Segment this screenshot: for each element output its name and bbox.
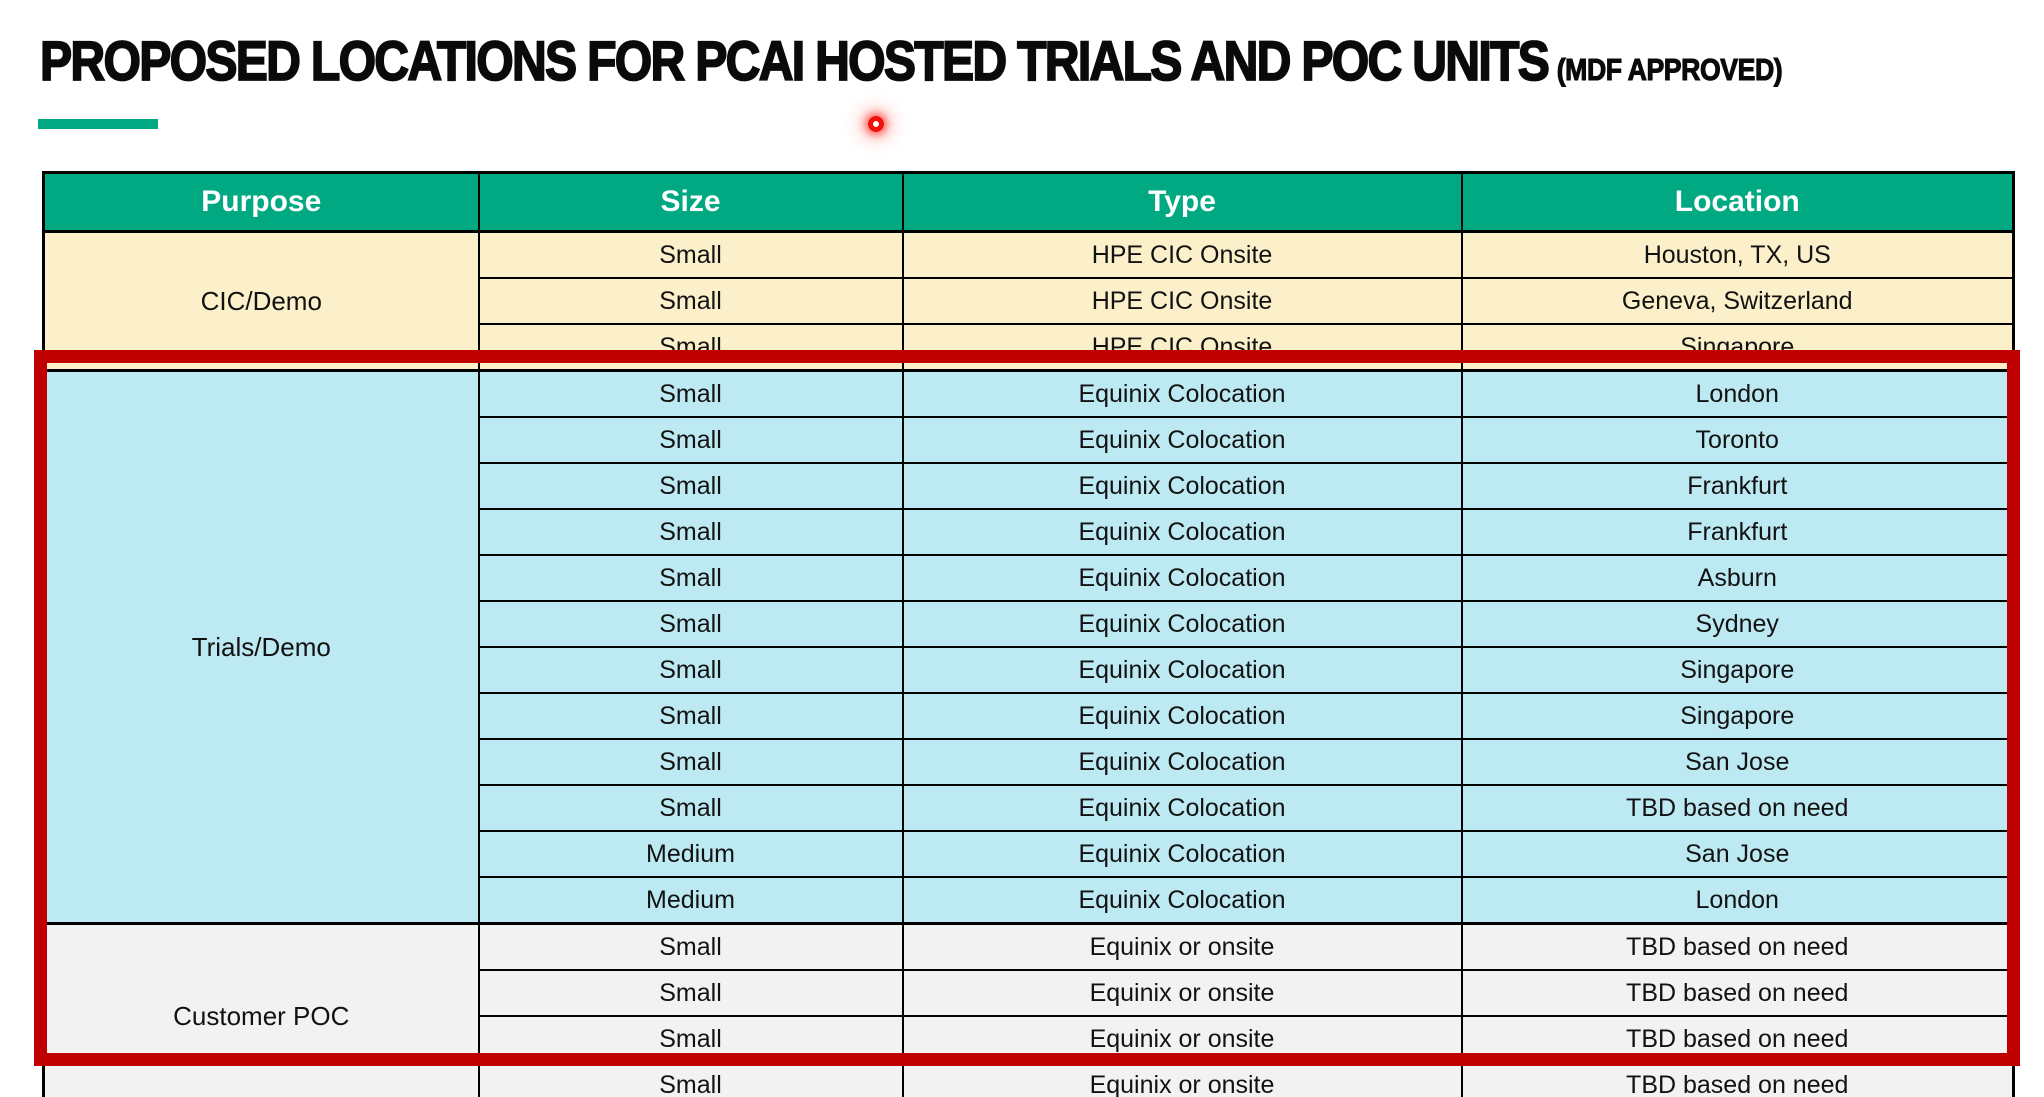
title-accent-bar — [38, 119, 158, 129]
location-cell: San Jose — [1460, 830, 2015, 878]
table-row: Customer POC Small Equinix or onsite TBD ba… — [42, 922, 2015, 1097]
location-cell: TBD based on need — [1460, 969, 2015, 1017]
type-cell: Equinix Colocation — [901, 830, 1463, 878]
location-cell: TBD based on need — [1460, 784, 2015, 832]
size-cell: Small — [477, 1015, 904, 1063]
size-cell: Medium — [477, 830, 904, 878]
page-title-suffix: (MDF APPROVED) — [1556, 51, 1783, 87]
location-cell: Houston, TX, US — [1460, 230, 2015, 279]
location-cell: London — [1460, 876, 2015, 925]
size-cell: Small — [477, 784, 904, 832]
table-row: Medium Equinix Colocation London — [43, 876, 2015, 925]
table-row: Small Equinix Colocation Singapore — [43, 692, 2015, 740]
location-cell: Geneva, Switzerland — [1460, 277, 2015, 325]
size-cell: Small — [477, 230, 904, 279]
location-cell: Singapore — [1460, 646, 2015, 694]
size-cell: Small — [477, 1061, 904, 1097]
size-cell: Medium — [477, 876, 904, 925]
location-cell: Singapore — [1460, 323, 2015, 372]
purpose-cell: Trials/Demo — [42, 369, 480, 925]
table-row: Small Equinix Colocation Asburn — [43, 554, 2015, 602]
type-cell: Equinix Colocation — [901, 646, 1463, 694]
purpose-cell: Customer POC — [42, 922, 480, 1097]
table-header-row: Purpose Size Type Location — [42, 171, 2015, 233]
location-cell: TBD based on need — [1460, 1015, 2015, 1063]
size-cell: Small — [477, 600, 904, 648]
size-cell: Small — [477, 277, 904, 325]
type-cell: Equinix Colocation — [901, 692, 1463, 740]
column-header-location: Location — [1460, 171, 2015, 233]
location-cell: Sydney — [1460, 600, 2015, 648]
size-cell: Small — [477, 646, 904, 694]
location-cell: TBD based on need — [1460, 922, 2015, 971]
table-row: Small Equinix Colocation Frankfurt — [43, 462, 2015, 510]
size-cell: Small — [477, 462, 904, 510]
page-title-main: PROPOSED LOCATIONS FOR PCAI HOSTED TRIAL… — [39, 28, 1550, 93]
size-cell: Small — [477, 369, 904, 418]
table-body: CIC/Demo Small HPE CIC Onsite Houston, TX, … — [42, 230, 2015, 1097]
type-cell: Equinix Colocation — [901, 738, 1463, 786]
type-cell: Equinix Colocation — [901, 554, 1463, 602]
location-cell: London — [1460, 369, 2015, 418]
size-cell: Small — [477, 416, 904, 464]
type-cell: Equinix Colocation — [901, 416, 1463, 464]
size-cell: Small — [477, 692, 904, 740]
column-header-size: Size — [477, 171, 904, 233]
size-cell: Small — [477, 738, 904, 786]
table-header: Purpose Size Type Location — [42, 171, 2015, 233]
size-cell: Small — [477, 922, 904, 971]
purpose-cell: CIC/Demo — [42, 230, 480, 372]
type-cell: Equinix or onsite — [901, 1015, 1463, 1063]
location-cell: TBD based on need — [1460, 1061, 2015, 1097]
location-cell: Singapore — [1460, 692, 2015, 740]
type-cell: HPE CIC Onsite — [901, 323, 1463, 372]
type-cell: Equinix Colocation — [901, 508, 1463, 556]
locations-table: Purpose Size Type Location CIC/Demo Small… — [42, 171, 2015, 1097]
column-header-type: Type — [901, 171, 1463, 233]
location-cell: Frankfurt — [1460, 462, 2015, 510]
column-header-purpose: Purpose — [42, 171, 480, 233]
size-cell: Small — [477, 508, 904, 556]
type-cell: HPE CIC Onsite — [901, 277, 1463, 325]
type-cell: Equinix or onsite — [901, 1061, 1463, 1097]
type-cell: Equinix Colocation — [901, 600, 1463, 648]
table-row: CIC/Demo Small HPE CIC Onsite Houston, TX, … — [42, 230, 2015, 372]
type-cell: Equinix Colocation — [901, 369, 1463, 418]
location-cell: Toronto — [1460, 416, 2015, 464]
size-cell: Small — [477, 969, 904, 1017]
size-cell: Small — [477, 554, 904, 602]
size-cell: Small — [477, 323, 904, 372]
table-row: Small HPE CIC Onsite Geneva, Switzerland — [43, 277, 2015, 325]
page-title: PROPOSED LOCATIONS FOR PCAI HOSTED TRIAL… — [39, 28, 1783, 93]
type-cell: Equinix Colocation — [901, 876, 1463, 925]
location-cell: Frankfurt — [1460, 508, 2015, 556]
type-cell: Equinix Colocation — [901, 784, 1463, 832]
location-cell: San Jose — [1460, 738, 2015, 786]
type-cell: Equinix Colocation — [901, 462, 1463, 510]
laser-pointer-dot — [868, 116, 884, 132]
location-cell: Asburn — [1460, 554, 2015, 602]
table-row: Trials/Demo Small Equinix Colocation London — [42, 369, 2015, 925]
type-cell: Equinix or onsite — [901, 969, 1463, 1017]
type-cell: Equinix or onsite — [901, 922, 1463, 971]
type-cell: HPE CIC Onsite — [901, 230, 1463, 279]
